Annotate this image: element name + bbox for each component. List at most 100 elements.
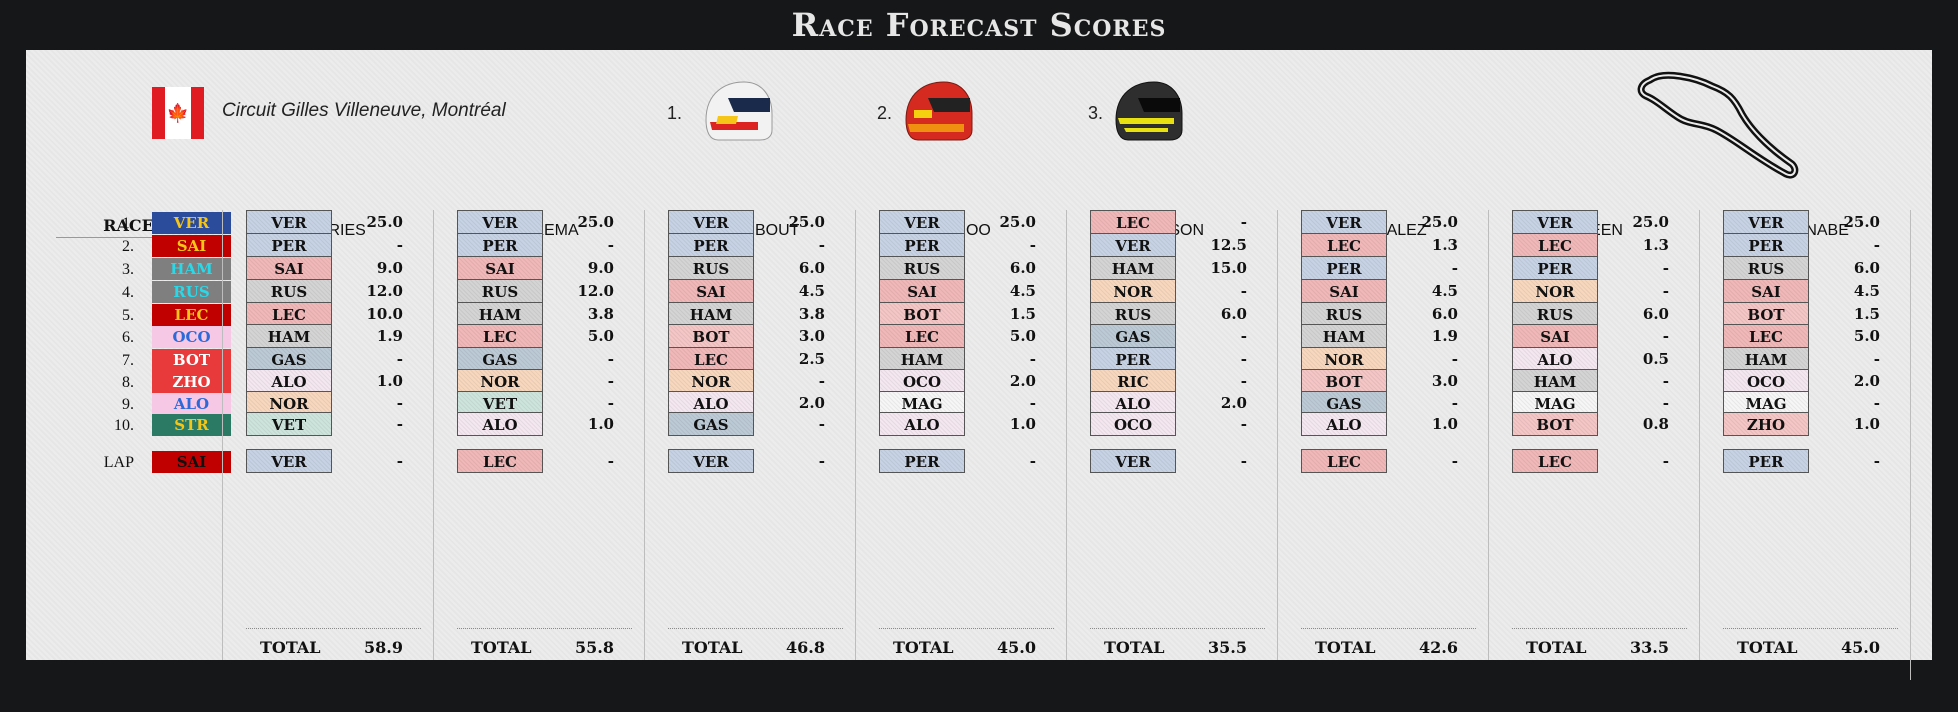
pick-row: ALO 2.0 [645,391,856,417]
pick-row: VER 25.0 [1700,210,1911,236]
pick-driver-chip: HAM [246,324,332,348]
race-position: 8. [122,374,134,391]
pick-driver-chip: PER [1301,256,1387,280]
pick-driver-chip: RUS [246,279,332,303]
pick-driver-chip: LEC [1512,233,1598,257]
lap-pick-row: VER - [223,449,434,475]
pick-driver-chip: PER [1723,449,1809,473]
player-column: GREENVER25.0LEC1.3PER-NOR-RUS6.0SAI-ALO0… [1488,210,1700,660]
player-column: FOKKEMAVER25.0PER-SAI9.0RUS12.0HAM3.8LEC… [433,210,645,660]
race-position: 2. [122,238,134,255]
pick-points: 4.5 [798,282,825,300]
pick-driver-chip: VET [246,412,332,436]
pick-points: 6.0 [1853,259,1880,277]
pick-points: 1.0 [1853,415,1880,433]
total-label: TOTAL [1315,638,1376,657]
pick-driver-chip: NOR [1512,279,1598,303]
pick-points: - [1662,394,1669,412]
pick-driver-chip: LEC [879,324,965,348]
pick-points: - [1873,394,1880,412]
pick-driver-chip: SAI [1723,279,1809,303]
pick-row: VET - [223,412,434,438]
total-label: TOTAL [1526,638,1587,657]
pick-points: 2.0 [798,394,825,412]
forecast-panel: 🍁 Circuit Gilles Villeneuve, Montréal 1.… [26,50,1932,680]
pick-driver-chip: RUS [1090,302,1176,326]
pick-points: 1.5 [1009,305,1036,323]
pick-points: - [1029,394,1036,412]
pick-row: LEC 1.3 [1489,233,1700,259]
race-driver-chip: ALO [152,393,231,415]
pick-points: - [1662,282,1669,300]
race-row: 6. OCO [56,326,231,350]
total-label: TOTAL [893,638,954,657]
pick-row: PER - [434,233,645,259]
pick-points: 4.5 [1431,282,1458,300]
pick-points: 15.0 [1210,259,1247,277]
page-title: Race Forecast Scores [791,6,1167,44]
pick-points: - [1029,236,1036,254]
pick-points: 25.0 [577,213,614,231]
pick-points: 25.0 [366,213,403,231]
race-position: 1. [122,215,134,232]
pick-driver-chip: GAS [668,412,754,436]
total-divider [1090,628,1265,629]
pick-row: PER - [1700,233,1911,259]
pick-driver-chip: HAM [668,302,754,326]
pick-driver-chip: ALO [457,412,543,436]
pick-driver-chip: ALO [1512,347,1598,371]
player-column: WATANABEVER25.0PER-RUS6.0SAI4.5BOT1.5LEC… [1699,210,1911,660]
pick-driver-chip: GAS [457,347,543,371]
pick-row: NOR - [645,369,856,395]
race-row: 3. HAM [56,258,231,282]
pick-driver-chip: PER [879,233,965,257]
race-header: RACE [56,216,201,238]
pick-points: - [1662,259,1669,277]
pick-row: HAM 3.8 [645,302,856,328]
pick-row: ZHO 1.0 [1700,412,1911,438]
pick-points: - [1451,452,1458,470]
pick-points: 4.5 [1009,282,1036,300]
total-divider [1512,628,1687,629]
pick-points: - [1240,213,1247,231]
pick-driver-chip: HAM [879,347,965,371]
pick-driver-chip: BOT [1301,369,1387,393]
pick-points: 25.0 [1632,213,1669,231]
pick-points: - [1240,415,1247,433]
pick-row: GAS - [1067,324,1278,350]
race-position: 4. [122,284,134,301]
race-position: 10. [114,417,134,434]
total-value: 42.6 [1419,638,1458,657]
player-column: DE VRIESVER25.0PER-SAI9.0RUS12.0LEC10.0H… [222,210,434,660]
circuit-name: Circuit Gilles Villeneuve, Montréal [222,100,506,121]
pick-driver-chip: ALO [668,391,754,415]
pick-row: HAM - [1700,347,1911,373]
podium-1-label: 1. [667,103,683,123]
total-label: TOTAL [1737,638,1798,657]
race-driver-chip: HAM [152,258,231,280]
pick-driver-chip: LEC [457,449,543,473]
pick-row: LEC 10.0 [223,302,434,328]
race-row: 2. SAI [56,235,231,259]
pick-row: HAM - [1489,369,1700,395]
pick-row: ALO 1.0 [856,412,1067,438]
pick-driver-chip: ZHO [1723,412,1809,436]
pick-points: - [396,415,403,433]
pick-points: - [1240,327,1247,345]
race-row: 5. LEC [56,304,231,328]
pick-points: - [818,452,825,470]
total-value: 35.5 [1208,638,1247,657]
lap-pick-row: LEC - [1278,449,1489,475]
player-column: CLAERBOUTVER25.0PER-RUS6.0SAI4.5HAM3.8BO… [644,210,856,660]
pick-row: PER - [223,233,434,259]
pick-driver-chip: BOT [879,302,965,326]
pick-row: GAS - [645,412,856,438]
race-driver-chip: BOT [152,349,231,371]
pick-driver-chip: LEC [1512,449,1598,473]
pick-points: 2.0 [1853,372,1880,390]
pick-points: 3.0 [1431,372,1458,390]
race-position: 9. [122,396,134,413]
pick-points: 1.0 [1431,415,1458,433]
pick-row: LEC 5.0 [1700,324,1911,350]
total-label: TOTAL [682,638,743,657]
